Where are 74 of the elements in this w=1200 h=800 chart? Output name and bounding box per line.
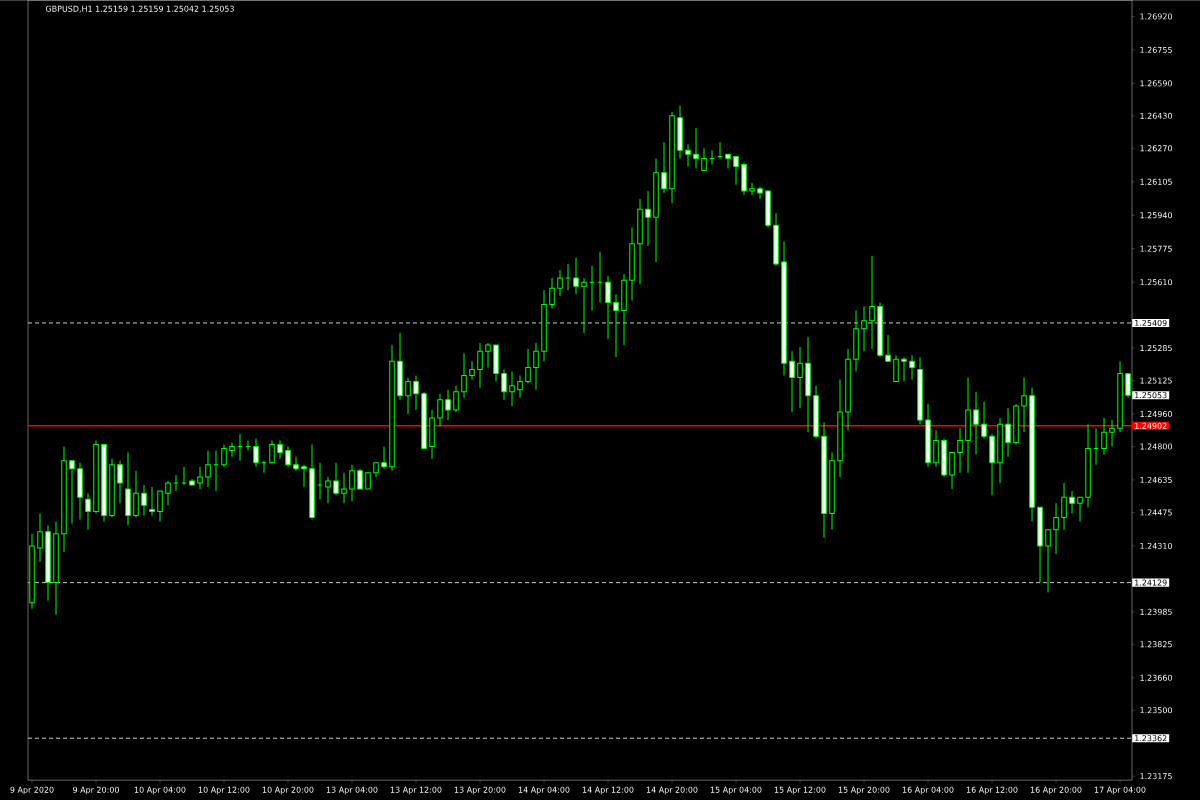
candlestick bbox=[69, 460, 75, 524]
candlestick bbox=[413, 374, 419, 411]
candlestick bbox=[285, 445, 291, 468]
candlestick bbox=[549, 277, 555, 309]
candlestick bbox=[141, 484, 147, 516]
candlestick bbox=[1045, 529, 1051, 593]
candlestick bbox=[893, 354, 899, 382]
candlestick bbox=[85, 492, 91, 531]
candlestick bbox=[1005, 407, 1011, 458]
candlestick bbox=[1109, 419, 1115, 447]
candlestick bbox=[1053, 502, 1059, 555]
candlestick bbox=[733, 155, 739, 186]
candlestick bbox=[341, 472, 347, 504]
candlestick bbox=[525, 348, 531, 385]
candlestick bbox=[1069, 490, 1075, 514]
candlestick bbox=[901, 356, 907, 382]
candlestick bbox=[149, 486, 155, 516]
candlestick bbox=[165, 480, 171, 506]
candlestick bbox=[333, 462, 339, 496]
candlestick bbox=[469, 360, 475, 380]
candlestick bbox=[949, 451, 955, 490]
candlestick bbox=[861, 305, 867, 352]
candlestick bbox=[269, 439, 275, 464]
candlestick bbox=[445, 389, 451, 421]
candlestick bbox=[221, 443, 227, 468]
candlestick bbox=[661, 141, 667, 194]
candlestick bbox=[909, 354, 915, 380]
candlestick bbox=[229, 441, 235, 458]
candlestick bbox=[325, 476, 331, 504]
candlestick bbox=[509, 370, 515, 407]
candlestick bbox=[645, 190, 651, 247]
candlestick bbox=[437, 393, 443, 427]
candlestick bbox=[797, 346, 803, 409]
candlestick bbox=[749, 182, 755, 196]
candlestick bbox=[405, 376, 411, 415]
candlestick bbox=[197, 466, 203, 490]
candlestick bbox=[37, 512, 43, 563]
candlestick bbox=[461, 352, 467, 399]
candlestick bbox=[693, 127, 699, 169]
candlestick bbox=[557, 269, 563, 297]
candlestick bbox=[485, 342, 491, 368]
candlestick bbox=[957, 427, 963, 474]
candlestick bbox=[581, 277, 587, 334]
candlestick bbox=[973, 391, 979, 456]
candlestick bbox=[501, 368, 507, 401]
candlestick bbox=[277, 439, 283, 460]
candlestick bbox=[869, 255, 875, 350]
candlestick bbox=[981, 401, 987, 439]
candlestick bbox=[933, 429, 939, 468]
candlestick bbox=[117, 460, 123, 504]
candlestick bbox=[133, 470, 139, 518]
candlestick bbox=[517, 374, 523, 399]
candlestick bbox=[1101, 417, 1107, 456]
candlestick bbox=[301, 464, 307, 488]
candlestick bbox=[157, 490, 163, 522]
candlestick bbox=[757, 186, 763, 200]
candlestick bbox=[685, 143, 691, 167]
candlestick bbox=[381, 445, 387, 470]
candlestick bbox=[253, 437, 259, 468]
candlestick bbox=[573, 257, 579, 295]
candlestick bbox=[533, 342, 539, 391]
candlestick bbox=[349, 464, 355, 502]
candlestick bbox=[293, 456, 299, 472]
candlestick bbox=[453, 385, 459, 413]
candlestick bbox=[701, 147, 707, 171]
candlestick bbox=[1061, 482, 1067, 531]
candlestick bbox=[205, 449, 211, 488]
candlestick bbox=[885, 334, 891, 362]
candlestick bbox=[1077, 496, 1083, 522]
candlestick bbox=[1021, 376, 1027, 433]
candlestick bbox=[477, 342, 483, 389]
candlestick bbox=[725, 153, 731, 169]
candlestick bbox=[357, 468, 363, 490]
candlestick bbox=[789, 350, 795, 413]
